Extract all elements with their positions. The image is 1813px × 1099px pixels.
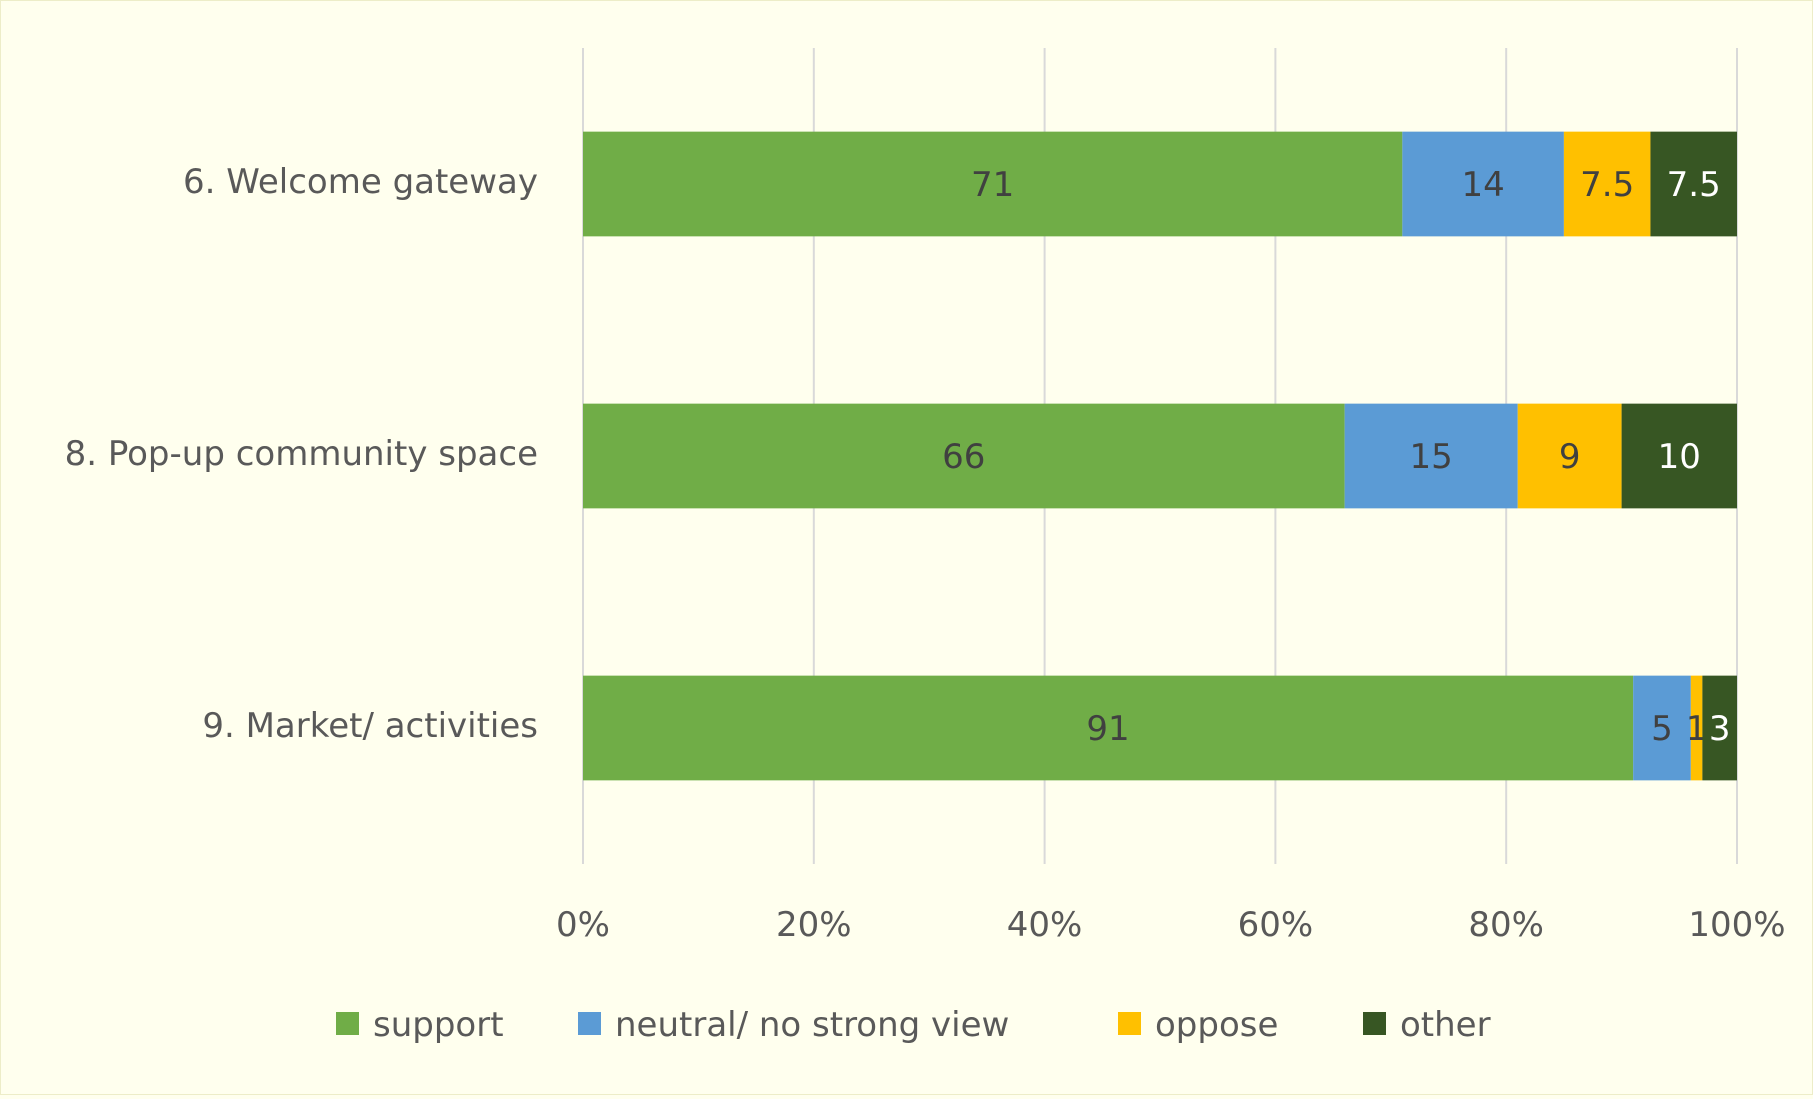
category-label: 8. Pop-up community space (65, 434, 538, 474)
data-label: 71 (971, 165, 1014, 205)
legend-swatch-support (336, 1012, 359, 1035)
bar-segment-neutral-no-strong-view (1633, 675, 1691, 781)
data-label: 1 (1686, 709, 1708, 749)
data-label: 7.5 (1667, 165, 1721, 205)
legend: support neutral/ no strong view oppose othe… (336, 1005, 1491, 1045)
bar-segment-other (1650, 131, 1737, 237)
x-tick-label: 20% (776, 905, 852, 945)
data-label: 5 (1651, 709, 1673, 749)
bar-segment-oppose (1690, 675, 1703, 781)
data-label: 91 (1086, 709, 1129, 749)
category-label: 6. Welcome gateway (183, 162, 538, 202)
bar-segment-support (583, 675, 1634, 781)
bar-segment-oppose (1563, 131, 1651, 237)
data-label: 14 (1461, 165, 1504, 205)
data-label: 15 (1410, 437, 1453, 477)
x-tick-labels: 0% 20% 40% 60% 80% 100% (556, 905, 1786, 945)
category-label: 9. Market/ activities (202, 706, 538, 746)
category-labels: 6. Welcome gateway 8. Pop-up community sp… (65, 162, 538, 746)
x-tick-label: 40% (1007, 905, 1083, 945)
legend-swatch-other (1363, 1012, 1386, 1035)
legend-label-support: support (373, 1005, 504, 1045)
legend-label-neutral-no-strong-view: neutral/ no strong view (615, 1005, 1009, 1045)
x-tick-label: 60% (1238, 905, 1314, 945)
bar-segment-neutral-no-strong-view (1402, 131, 1564, 237)
legend-label-oppose: oppose (1155, 1005, 1278, 1045)
legend-swatch-oppose (1118, 1012, 1141, 1035)
bar-segment-oppose (1517, 403, 1622, 509)
x-tick-label: 100% (1688, 905, 1785, 945)
data-label: 7.5 (1580, 165, 1634, 205)
bar-segment-other (1702, 675, 1737, 781)
legend-label-other: other (1400, 1005, 1491, 1045)
bars: 71 14 7.5 7.5 66 15 9 10 91 5 1 3 (583, 131, 1737, 781)
data-label: 10 (1658, 437, 1701, 477)
x-tick-label: 0% (556, 905, 610, 945)
data-label: 3 (1709, 709, 1731, 749)
data-label: 9 (1559, 437, 1581, 477)
bar-segment-neutral-no-strong-view (1344, 403, 1518, 509)
legend-swatch-neutral-no-strong-view (578, 1012, 601, 1035)
x-tick-label: 80% (1468, 905, 1544, 945)
data-label: 66 (942, 437, 985, 477)
bar-segment-support (583, 131, 1403, 237)
bar-segment-support (583, 403, 1345, 509)
bar-segment-other (1621, 403, 1737, 509)
